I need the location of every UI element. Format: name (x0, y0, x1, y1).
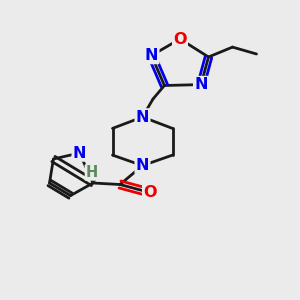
Text: N: N (194, 77, 208, 92)
Text: O: O (143, 185, 157, 200)
Text: N: N (136, 110, 149, 124)
Text: H: H (85, 165, 98, 180)
Text: N: N (145, 48, 158, 63)
Text: N: N (136, 158, 149, 173)
Text: O: O (173, 32, 187, 46)
Text: N: N (73, 146, 86, 160)
